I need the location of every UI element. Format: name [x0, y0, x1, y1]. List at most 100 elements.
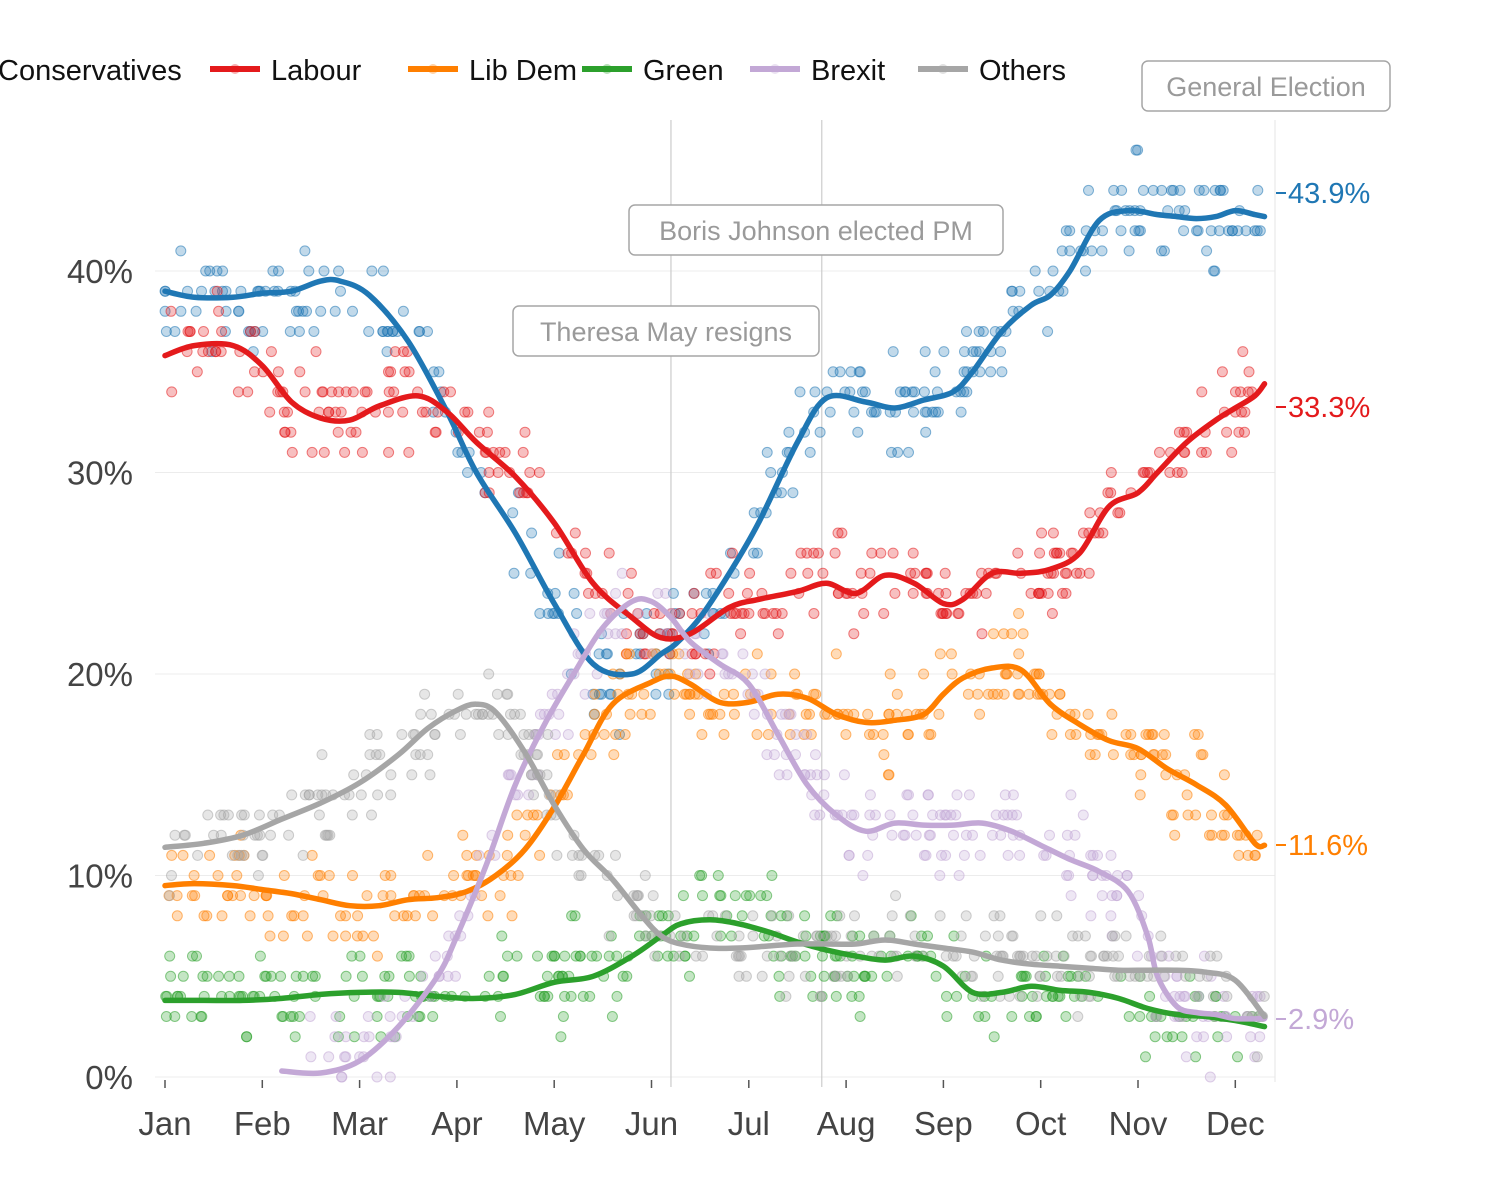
- poll-point-lib-dem: [1054, 688, 1066, 700]
- poll-point-brexit: [1044, 829, 1055, 841]
- poll-point-lib-dem: [327, 930, 339, 942]
- poll-point-lib-dem: [248, 890, 260, 902]
- poll-point-lib-dem: [998, 688, 1010, 700]
- poll-point-lib-dem: [1233, 849, 1245, 861]
- poll-point-conservatives: [1042, 326, 1054, 337]
- poll-point-lib-dem: [401, 910, 413, 922]
- poll-point-brexit: [785, 708, 797, 720]
- poll-point-green: [1176, 1031, 1188, 1043]
- poll-point-brexit: [323, 1051, 335, 1063]
- poll-point-brexit: [1038, 849, 1050, 861]
- poll-point-green: [396, 950, 408, 962]
- poll-point-others: [1101, 950, 1113, 962]
- end-label-lib-dem: 11.6%: [1276, 830, 1368, 862]
- poll-point-labour: [1042, 587, 1054, 599]
- poll-point-others: [299, 789, 311, 801]
- legend: Conservatives Labour Lib Dem Green Brexit Oth…: [0, 55, 1066, 87]
- poll-point-labour: [216, 326, 228, 337]
- poll-point-others: [740, 970, 752, 982]
- poll-point-conservatives: [1223, 225, 1234, 237]
- poll-point-labour: [361, 386, 373, 398]
- poll-point-lib-dem: [1012, 688, 1024, 700]
- poll-point-lib-dem: [1182, 809, 1194, 821]
- poll-point-conservatives: [1086, 245, 1098, 257]
- poll-point-others: [756, 970, 768, 982]
- poll-point-green: [1038, 950, 1050, 962]
- poll-point-green: [233, 970, 245, 982]
- poll-point-lib-dem: [340, 910, 352, 922]
- poll-point-brexit: [1249, 1051, 1261, 1063]
- poll-point-conservatives: [220, 305, 232, 317]
- poll-point-others: [610, 849, 621, 861]
- poll-point-green: [951, 990, 963, 1002]
- poll-point-others: [747, 910, 759, 922]
- poll-point-green: [688, 930, 700, 942]
- poll-point-green: [534, 990, 546, 1002]
- end-label-labour: 33.3%: [1276, 392, 1370, 424]
- poll-point-others: [253, 809, 265, 821]
- poll-point-lib-dem: [762, 729, 774, 740]
- trend-line-others: [162, 701, 1268, 1020]
- poll-point-lib-dem: [361, 890, 373, 902]
- poll-point-brexit: [843, 849, 855, 861]
- poll-point-labour: [416, 406, 428, 418]
- poll-point-green: [818, 970, 830, 982]
- legend-item-brexit: Brexit: [750, 55, 885, 87]
- poll-point-labour: [817, 567, 829, 579]
- poll-point-conservatives: [995, 346, 1007, 358]
- poll-point-others: [811, 930, 823, 942]
- poll-point-conservatives: [1137, 184, 1149, 196]
- poll-point-labour: [622, 587, 634, 599]
- poll-point-lib-dem: [277, 930, 289, 942]
- poll-point-conservatives: [1147, 184, 1159, 196]
- poll-point-lib-dem: [1192, 729, 1204, 740]
- poll-point-conservatives: [414, 326, 426, 337]
- x-tick-label: Dec: [1206, 1105, 1265, 1142]
- poll-point-green: [186, 1011, 198, 1022]
- poll-point-green: [774, 990, 786, 1002]
- poll-point-conservatives: [233, 305, 245, 317]
- poll-point-others: [1067, 930, 1079, 942]
- poll-point-others: [238, 849, 250, 861]
- poll-point-green: [761, 890, 773, 902]
- poll-point-others: [673, 950, 685, 962]
- poll-point-others: [799, 970, 811, 982]
- poll-point-brexit: [818, 789, 830, 801]
- poll-point-brexit: [936, 849, 947, 861]
- poll-point-conservatives: [809, 386, 821, 398]
- poll-point-conservatives: [899, 386, 911, 398]
- poll-point-lib-dem: [945, 648, 957, 660]
- poll-point-brexit: [473, 849, 485, 861]
- poll-point-lib-dem: [494, 890, 506, 902]
- poll-point-lib-dem: [972, 688, 984, 700]
- poll-point-conservatives: [903, 446, 914, 458]
- poll-point-others: [355, 789, 367, 801]
- annotation-label: Boris Johnson elected PM: [659, 216, 973, 246]
- poll-point-brexit: [810, 749, 821, 761]
- poll-point-others: [303, 789, 315, 801]
- poll-point-conservatives: [1096, 245, 1108, 257]
- poll-point-labour: [282, 406, 293, 418]
- poll-point-labour: [801, 547, 813, 559]
- poll-point-conservatives: [794, 386, 806, 398]
- poll-point-labour: [383, 446, 395, 458]
- poll-point-others: [640, 930, 652, 942]
- poll-point-conservatives: [1115, 225, 1127, 237]
- poll-point-lib-dem: [323, 870, 335, 881]
- poll-point-brexit: [790, 729, 802, 740]
- poll-point-green: [555, 1031, 567, 1043]
- poll-point-labour: [1083, 567, 1095, 579]
- poll-point-others: [797, 930, 809, 942]
- poll-point-others: [992, 970, 1004, 982]
- poll-point-green: [483, 970, 495, 982]
- legend-item-labour: Labour: [210, 55, 362, 87]
- poll-point-green: [213, 970, 225, 982]
- poll-point-conservatives: [1191, 225, 1203, 237]
- poll-point-brexit: [417, 970, 429, 982]
- poll-point-labour: [165, 305, 177, 317]
- poll-point-labour: [403, 446, 415, 458]
- poll-point-lib-dem: [1218, 809, 1230, 821]
- poll-point-green: [187, 950, 198, 962]
- poll-point-green: [164, 950, 176, 962]
